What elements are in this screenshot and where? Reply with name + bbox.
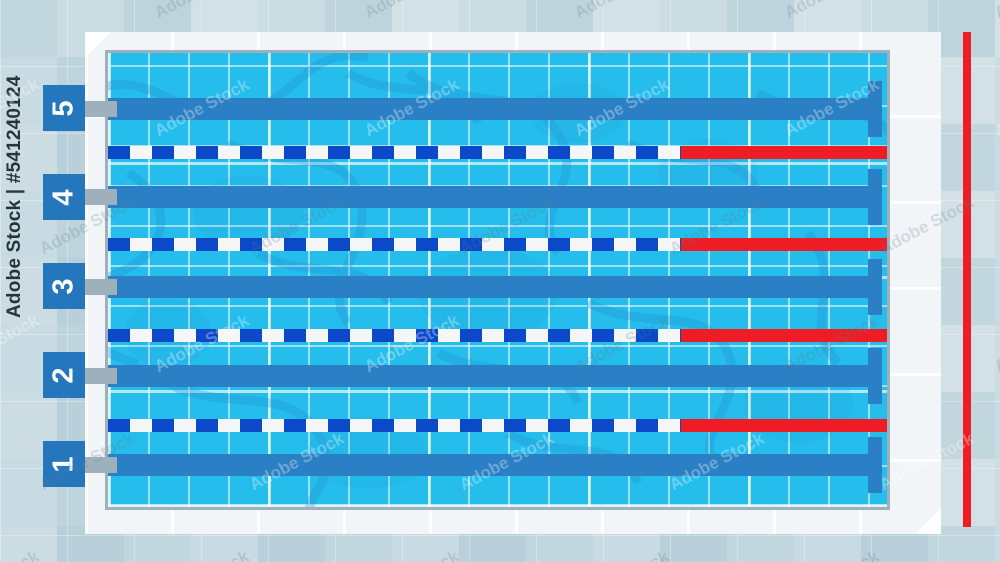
lane-rope-red-segment — [680, 419, 887, 432]
background-tile — [995, 325, 1000, 392]
lane-divider-rope — [108, 329, 887, 342]
deck-corner-bottom-right-icon — [915, 508, 941, 534]
lane-line-t-marker — [868, 169, 882, 225]
lane-bottom-line — [108, 186, 873, 208]
lane-divider-rope — [108, 238, 887, 251]
starting-wall-tab — [85, 368, 117, 384]
lane-number-badge-4[interactable]: 4 — [43, 174, 85, 220]
lane-bottom-line — [108, 98, 873, 120]
lane-line-t-marker — [868, 81, 882, 137]
lane-rope-red-segment — [680, 329, 887, 342]
background-tile — [995, 124, 1000, 191]
background-tile — [995, 258, 1000, 325]
background-tile — [995, 57, 1000, 124]
lane-line-t-marker — [868, 437, 882, 493]
lane-number-label: 5 — [47, 99, 80, 117]
lane-number-label: 3 — [47, 277, 80, 295]
background-tile — [0, 0, 57, 57]
background-tile — [995, 459, 1000, 526]
lane-divider-rope — [108, 146, 887, 159]
lane-number-badge-1[interactable]: 1 — [43, 441, 85, 487]
lane-number-label: 2 — [47, 366, 80, 384]
starting-wall-tab — [85, 279, 117, 295]
starting-wall-tab — [85, 101, 117, 117]
background-tile — [995, 0, 1000, 57]
lane-rope-red-segment — [680, 238, 887, 251]
lane-divider-rope — [108, 419, 887, 432]
lane-number-badge-3[interactable]: 3 — [43, 263, 85, 309]
lane-number-label: 1 — [47, 455, 80, 473]
lane-line-t-marker — [868, 348, 882, 404]
watermark-side-label: Adobe Stock | #541240124 — [4, 75, 25, 318]
red-boundary-pole-icon — [963, 32, 971, 527]
background-tile — [995, 191, 1000, 258]
lane-number-badge-5[interactable]: 5 — [43, 85, 85, 131]
background-tile — [995, 392, 1000, 459]
lane-line-t-marker — [868, 259, 882, 315]
starting-wall-tab — [85, 189, 117, 205]
lane-rope-red-segment — [680, 146, 887, 159]
background-tile — [0, 526, 57, 562]
background-tile — [995, 526, 1000, 562]
lane-number-badge-2[interactable]: 2 — [43, 352, 85, 398]
lane-number-label: 4 — [47, 188, 80, 206]
pool-water-area — [108, 53, 887, 507]
starting-wall-tab — [85, 457, 117, 473]
lane-bottom-line — [108, 365, 873, 387]
lane-bottom-line — [108, 454, 873, 476]
lane-bottom-line — [108, 276, 873, 298]
